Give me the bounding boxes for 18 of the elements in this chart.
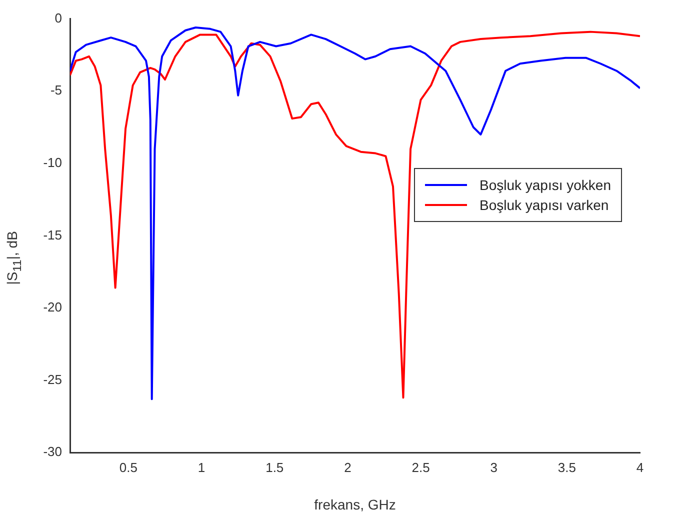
y-tick-label: -20 [43,300,62,315]
x-tick-label: 0.5 [119,460,138,475]
x-tick-label: 2.5 [412,460,430,475]
y-tick-label: -25 [43,372,62,387]
x-tick-label: 3 [490,460,498,475]
y-tick-label: 0 [54,10,62,26]
x-tick-label: 3.5 [558,460,576,475]
x-tick-label: 1.5 [266,460,284,475]
y-tick-label: -15 [43,227,62,242]
x-axis-title: frekans, GHz [314,496,396,512]
x-tick-label: 2 [344,460,352,475]
legend-label: Boşluk yapısı yokken [479,176,611,195]
legend-label: Boşluk yapısı varken [479,196,609,215]
x-tick-label: 4 [636,460,644,475]
y-tick-label: -30 [43,444,62,460]
y-tick-label: -10 [43,154,62,170]
y-tick-label: -5 [50,82,62,98]
x-tick-label: 1 [198,460,206,475]
